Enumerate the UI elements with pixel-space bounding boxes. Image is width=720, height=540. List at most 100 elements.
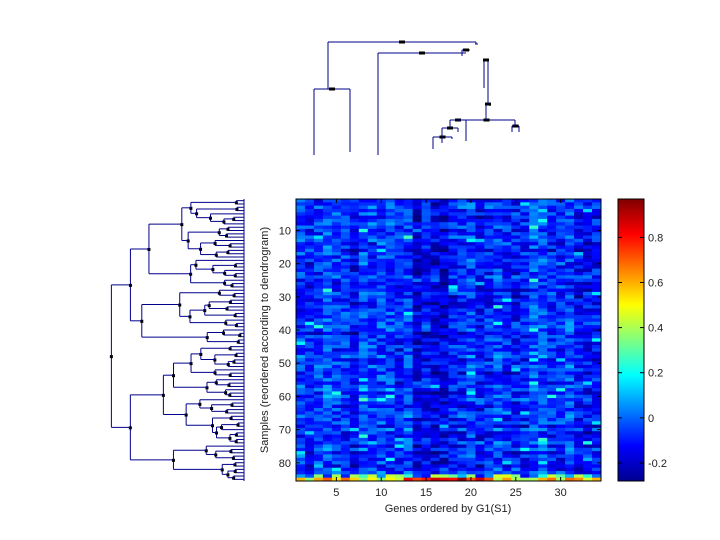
heatmap-cell [340,202,351,207]
heatmap-cell [313,275,324,280]
heatmap-cell [574,275,584,280]
heatmap-cell [367,348,378,353]
heatmap-cell [296,421,306,425]
heatmap-cell [376,374,387,379]
heatmap-cell [439,374,449,379]
heatmap-cell [439,305,449,309]
heatmap-cell [331,447,342,452]
heatmap-cell [556,218,566,223]
heatmap-cell [475,461,485,465]
heatmap-cell [421,417,431,422]
heatmap-cell [412,351,422,356]
heatmap-cell [574,238,584,243]
heatmap-cell [565,238,575,243]
heatmap-cell [403,467,414,472]
heatmap-cell [358,205,369,210]
heatmap-cell [502,351,512,356]
heatmap-cell [556,245,566,250]
heatmap-cell [484,451,494,455]
heatmap-cell [394,358,405,362]
heatmap-cell [466,255,476,260]
heatmap-cell [412,421,422,425]
heatmap-cell [331,358,342,362]
heatmap-cell [457,275,467,280]
heatmap-cell [565,288,575,293]
heatmap-cell [322,417,333,422]
heatmap-cell [313,295,324,299]
heatmap-cell [394,225,405,230]
heatmap-cell [556,411,566,416]
heatmap-cell [574,311,584,316]
heatmap-cell [484,278,494,283]
heatmap-cell [403,325,414,329]
heatmap-cell [340,371,351,376]
heatmap-cell [529,242,539,246]
heatmap-cell [430,315,440,319]
heatmap-cell [466,411,476,416]
heatmap-cell [520,474,530,479]
heatmap-cell [331,265,342,270]
heatmap-cell [520,331,530,336]
heatmap-cell [394,364,405,369]
heatmap-cell [574,408,584,412]
heatmap-cell [412,408,422,412]
heatmap-cell [358,454,369,459]
heatmap-cell [448,225,458,230]
heatmap-cell [574,477,584,482]
heatmap-cell [448,281,458,286]
heatmap-cell [376,305,387,309]
heatmap-cell [457,295,467,299]
heatmap-cell [484,381,494,386]
heatmap-cell [385,434,396,439]
heatmap-cell [439,212,449,216]
heatmap-cell [376,384,387,389]
heatmap-cell [421,354,431,359]
heatmap-cell [493,202,503,207]
heatmap-cell [538,374,548,379]
heatmap-cell [376,427,387,432]
heatmap-cell [322,278,333,283]
heatmap-cell [556,447,566,452]
heatmap-cell [313,205,324,210]
heatmap-cell [538,335,548,339]
heatmap-cell [547,364,557,369]
heatmap-cell [457,404,467,409]
heatmap-cell [475,414,485,419]
heatmap-cell [538,275,548,280]
heatmap-cell [403,371,414,376]
heatmap-cell [448,381,458,386]
heatmap-cell [331,232,342,236]
heatmap-cell [439,361,449,366]
heatmap-cell [340,331,351,336]
heatmap-cell [529,215,539,220]
heatmap-cell [412,248,422,253]
heatmap-cell [367,331,378,336]
heatmap-cell [403,311,414,316]
heatmap-cell [538,199,548,203]
heatmap-cell [367,278,378,283]
heatmap-cell [358,295,369,299]
heatmap-cell [403,205,414,210]
y-tick-label: 20 [279,259,291,271]
heatmap-cell [358,215,369,220]
heatmap-cell [349,202,360,207]
heatmap-cell [340,411,351,416]
heatmap-cell [421,431,431,435]
heatmap-cell [430,368,440,372]
heatmap-cell [421,344,431,349]
heatmap-cell [565,411,575,416]
heatmap-cell [547,242,557,246]
heatmap-cell [430,252,440,256]
heatmap-cell [421,225,431,230]
heatmap-cell [592,344,602,349]
heatmap-cell [340,325,351,329]
heatmap-cell [520,278,530,283]
heatmap-cell [367,341,378,346]
heatmap-cell [322,202,333,207]
heatmap-cell [457,262,467,266]
heatmap-cell [367,255,378,260]
heatmap-cell [583,414,593,419]
heatmap-cell [394,464,405,469]
heatmap-cell [349,394,360,399]
heatmap-cell [556,401,566,406]
